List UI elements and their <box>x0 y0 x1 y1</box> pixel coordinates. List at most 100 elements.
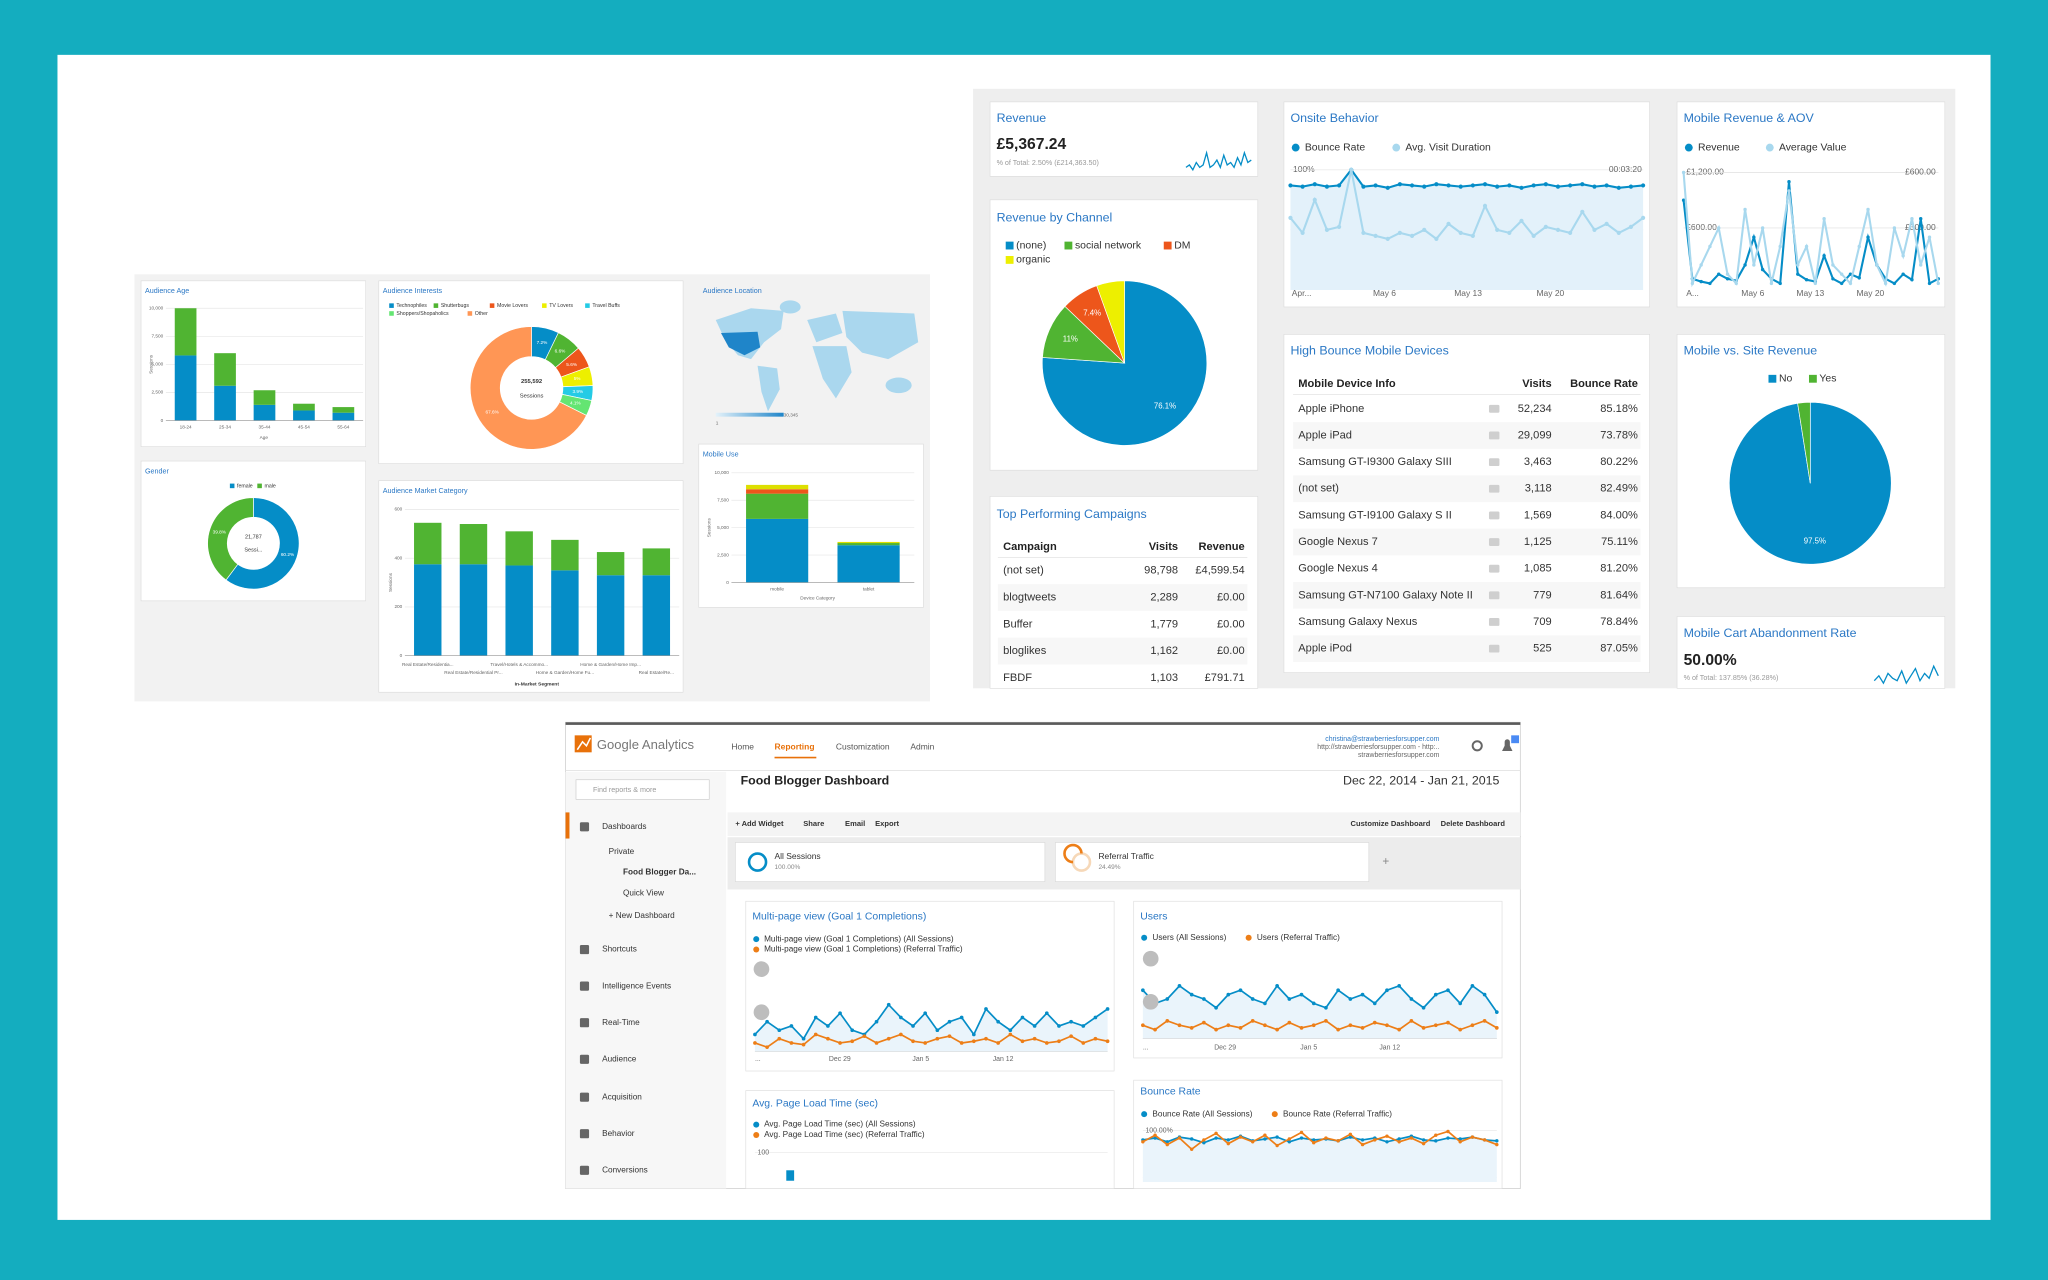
x-tick-label: Home & Garden/Home Imp... <box>580 662 641 667</box>
point <box>1263 1133 1267 1137</box>
point <box>1446 221 1451 226</box>
toolbar-item[interactable]: Email <box>845 819 865 828</box>
toolbar-item[interactable]: + Add Widget <box>735 819 784 828</box>
slice <box>1096 280 1125 364</box>
point <box>1336 1027 1340 1032</box>
point <box>801 1042 806 1047</box>
sidebar-item[interactable]: Food Blogger Da... <box>623 868 696 877</box>
bar <box>837 543 900 546</box>
point <box>1555 227 1561 232</box>
sidebar-item[interactable]: Intelligence Events <box>602 981 671 990</box>
nav-item[interactable]: Admin <box>910 741 934 751</box>
cell: 3,463 <box>1524 456 1552 468</box>
sidebar-item[interactable]: Private <box>609 847 635 856</box>
sidebar-item[interactable]: Conversions <box>602 1165 648 1174</box>
add-segment[interactable]: + <box>1382 855 1389 868</box>
segment-card[interactable] <box>1055 842 1370 882</box>
sidebar-item[interactable]: Acquisition <box>602 1092 642 1101</box>
legend-swatch <box>1808 374 1817 383</box>
settings-icon[interactable] <box>1471 740 1483 752</box>
point <box>1690 281 1695 286</box>
cell: 78.84% <box>1600 616 1638 628</box>
point <box>1385 185 1390 190</box>
ga-logo-mark <box>576 737 592 751</box>
row-stripe <box>997 584 1248 611</box>
legend-label: social network <box>1075 240 1142 251</box>
point <box>1385 1140 1389 1144</box>
cell: 525 <box>1533 643 1552 655</box>
point <box>1910 278 1914 282</box>
point <box>1044 1011 1049 1016</box>
nav-item[interactable]: Customization <box>836 741 890 751</box>
point <box>1409 997 1414 1001</box>
widget <box>1283 334 1650 673</box>
point <box>1458 230 1463 235</box>
notifications-icon[interactable] <box>1502 739 1513 752</box>
axis-label: Sessions <box>706 518 711 538</box>
continent <box>812 346 852 399</box>
point <box>1822 217 1826 221</box>
point <box>1446 1129 1450 1134</box>
tick-label: £600.00 <box>1905 167 1936 177</box>
point <box>959 1041 964 1045</box>
sidebar-item[interactable]: + New Dashboard <box>609 911 675 920</box>
toolbar-item[interactable]: Export <box>875 819 899 828</box>
segment-card[interactable] <box>735 842 1046 882</box>
cell: 1,125 <box>1524 536 1552 548</box>
legend-label: Shoppers/Shopaholics <box>396 311 449 317</box>
point <box>947 1034 952 1038</box>
point <box>1008 1032 1013 1037</box>
point <box>1165 1019 1170 1023</box>
legend-swatch <box>389 303 394 308</box>
point <box>1081 1024 1086 1028</box>
bar <box>293 403 315 411</box>
point <box>1519 185 1524 190</box>
point <box>1288 215 1293 220</box>
legend-swatch <box>585 303 590 308</box>
slice-label: 67.6% <box>485 410 498 415</box>
slice-label: 3.9% <box>572 389 583 394</box>
x-tick-label: Real Estate/Residential Pr... <box>444 670 502 675</box>
legend-label: No <box>1779 374 1793 385</box>
sidebar-item[interactable]: Audience <box>602 1054 637 1063</box>
toolbar-item[interactable]: Customize Dashboard <box>1351 819 1431 828</box>
cell: 709 <box>1533 616 1552 628</box>
sparkline <box>1873 664 1939 685</box>
sidebar-item[interactable]: Shortcuts <box>602 945 637 954</box>
point <box>1482 1019 1487 1023</box>
point <box>1348 997 1353 1001</box>
account-text: http://strawberriesforsupper.com - http:… <box>1317 744 1439 751</box>
placeholder-dot <box>753 961 770 977</box>
point <box>1165 1140 1169 1144</box>
bar <box>459 564 488 656</box>
nav-item[interactable]: Reporting <box>775 741 815 751</box>
legend-label: Movie Lovers <box>497 303 528 309</box>
point <box>1397 984 1402 988</box>
line <box>754 1033 1108 1049</box>
nav-item[interactable]: Home <box>731 741 754 751</box>
point <box>1214 1136 1218 1140</box>
segment-ring <box>1063 843 1083 864</box>
point <box>1495 1139 1499 1143</box>
legend-swatch <box>1163 241 1172 250</box>
sidebar-item[interactable]: Behavior <box>602 1129 635 1138</box>
legend-swatch <box>1392 143 1401 152</box>
search-box[interactable] <box>575 779 710 800</box>
slice-label: 4.1% <box>570 400 581 405</box>
area <box>1290 169 1644 290</box>
legend-label: organic <box>1016 255 1050 266</box>
toolbar-item[interactable]: Share <box>803 819 824 828</box>
world-map <box>715 300 919 412</box>
ga-toolbar <box>727 812 1521 836</box>
point <box>826 1036 830 1041</box>
legend-swatch <box>1765 143 1774 152</box>
bar <box>642 575 671 656</box>
slice-label: 76.1% <box>1154 401 1176 410</box>
x-tick-label: Jan 5 <box>1300 1044 1317 1051</box>
toolbar-item[interactable]: Delete Dashboard <box>1441 819 1506 828</box>
sidebar-item[interactable]: Dashboards <box>602 822 646 831</box>
row-stripe <box>1293 475 1641 503</box>
date-range: Dec 22, 2014 - Jan 21, 2015 <box>1343 773 1499 787</box>
sidebar-item[interactable]: Quick View <box>623 889 664 898</box>
sidebar-item[interactable]: Real-Time <box>602 1018 640 1027</box>
